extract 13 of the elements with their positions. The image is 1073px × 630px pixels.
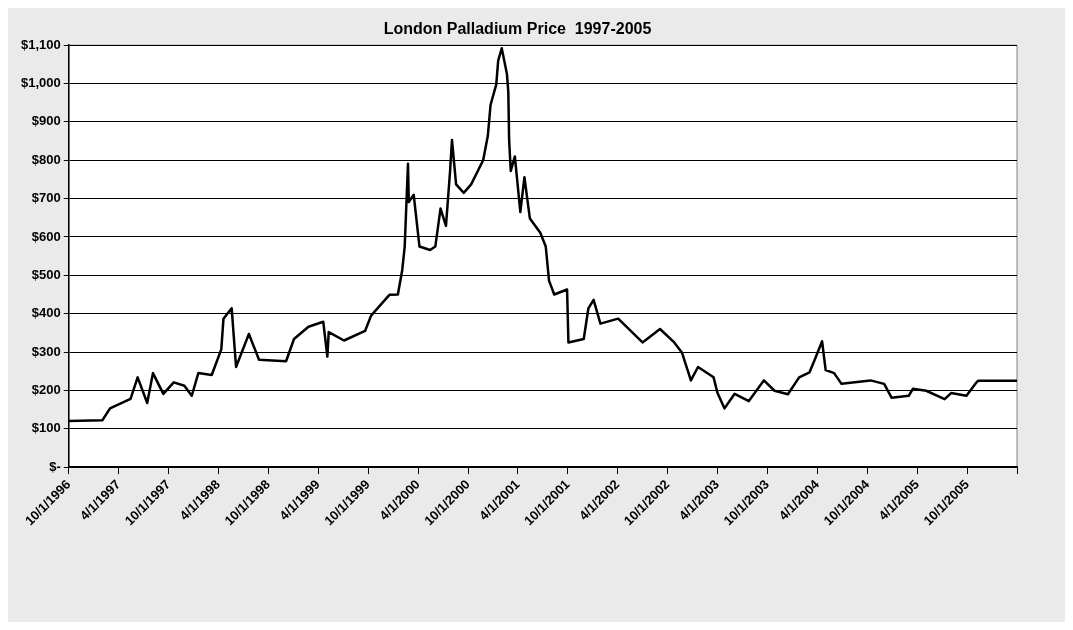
y-tick-label: $300 — [31, 343, 61, 359]
y-tick-label: $100 — [31, 420, 61, 436]
y-tick-label: $500 — [31, 266, 61, 282]
y-tick-label: $600 — [31, 228, 61, 244]
y-tick-label: $800 — [31, 151, 61, 167]
y-tick-label: $400 — [31, 305, 61, 321]
y-tick-label: $- — [49, 458, 61, 474]
y-tick-label: $700 — [31, 190, 61, 206]
y-tick-label: $1,000 — [21, 75, 61, 91]
chart-title: London Palladium Price 1997-2005 — [383, 20, 652, 38]
y-tick-label: $900 — [31, 113, 61, 129]
y-tick-label: $1,100 — [21, 36, 61, 52]
y-tick-label: $200 — [31, 381, 61, 397]
